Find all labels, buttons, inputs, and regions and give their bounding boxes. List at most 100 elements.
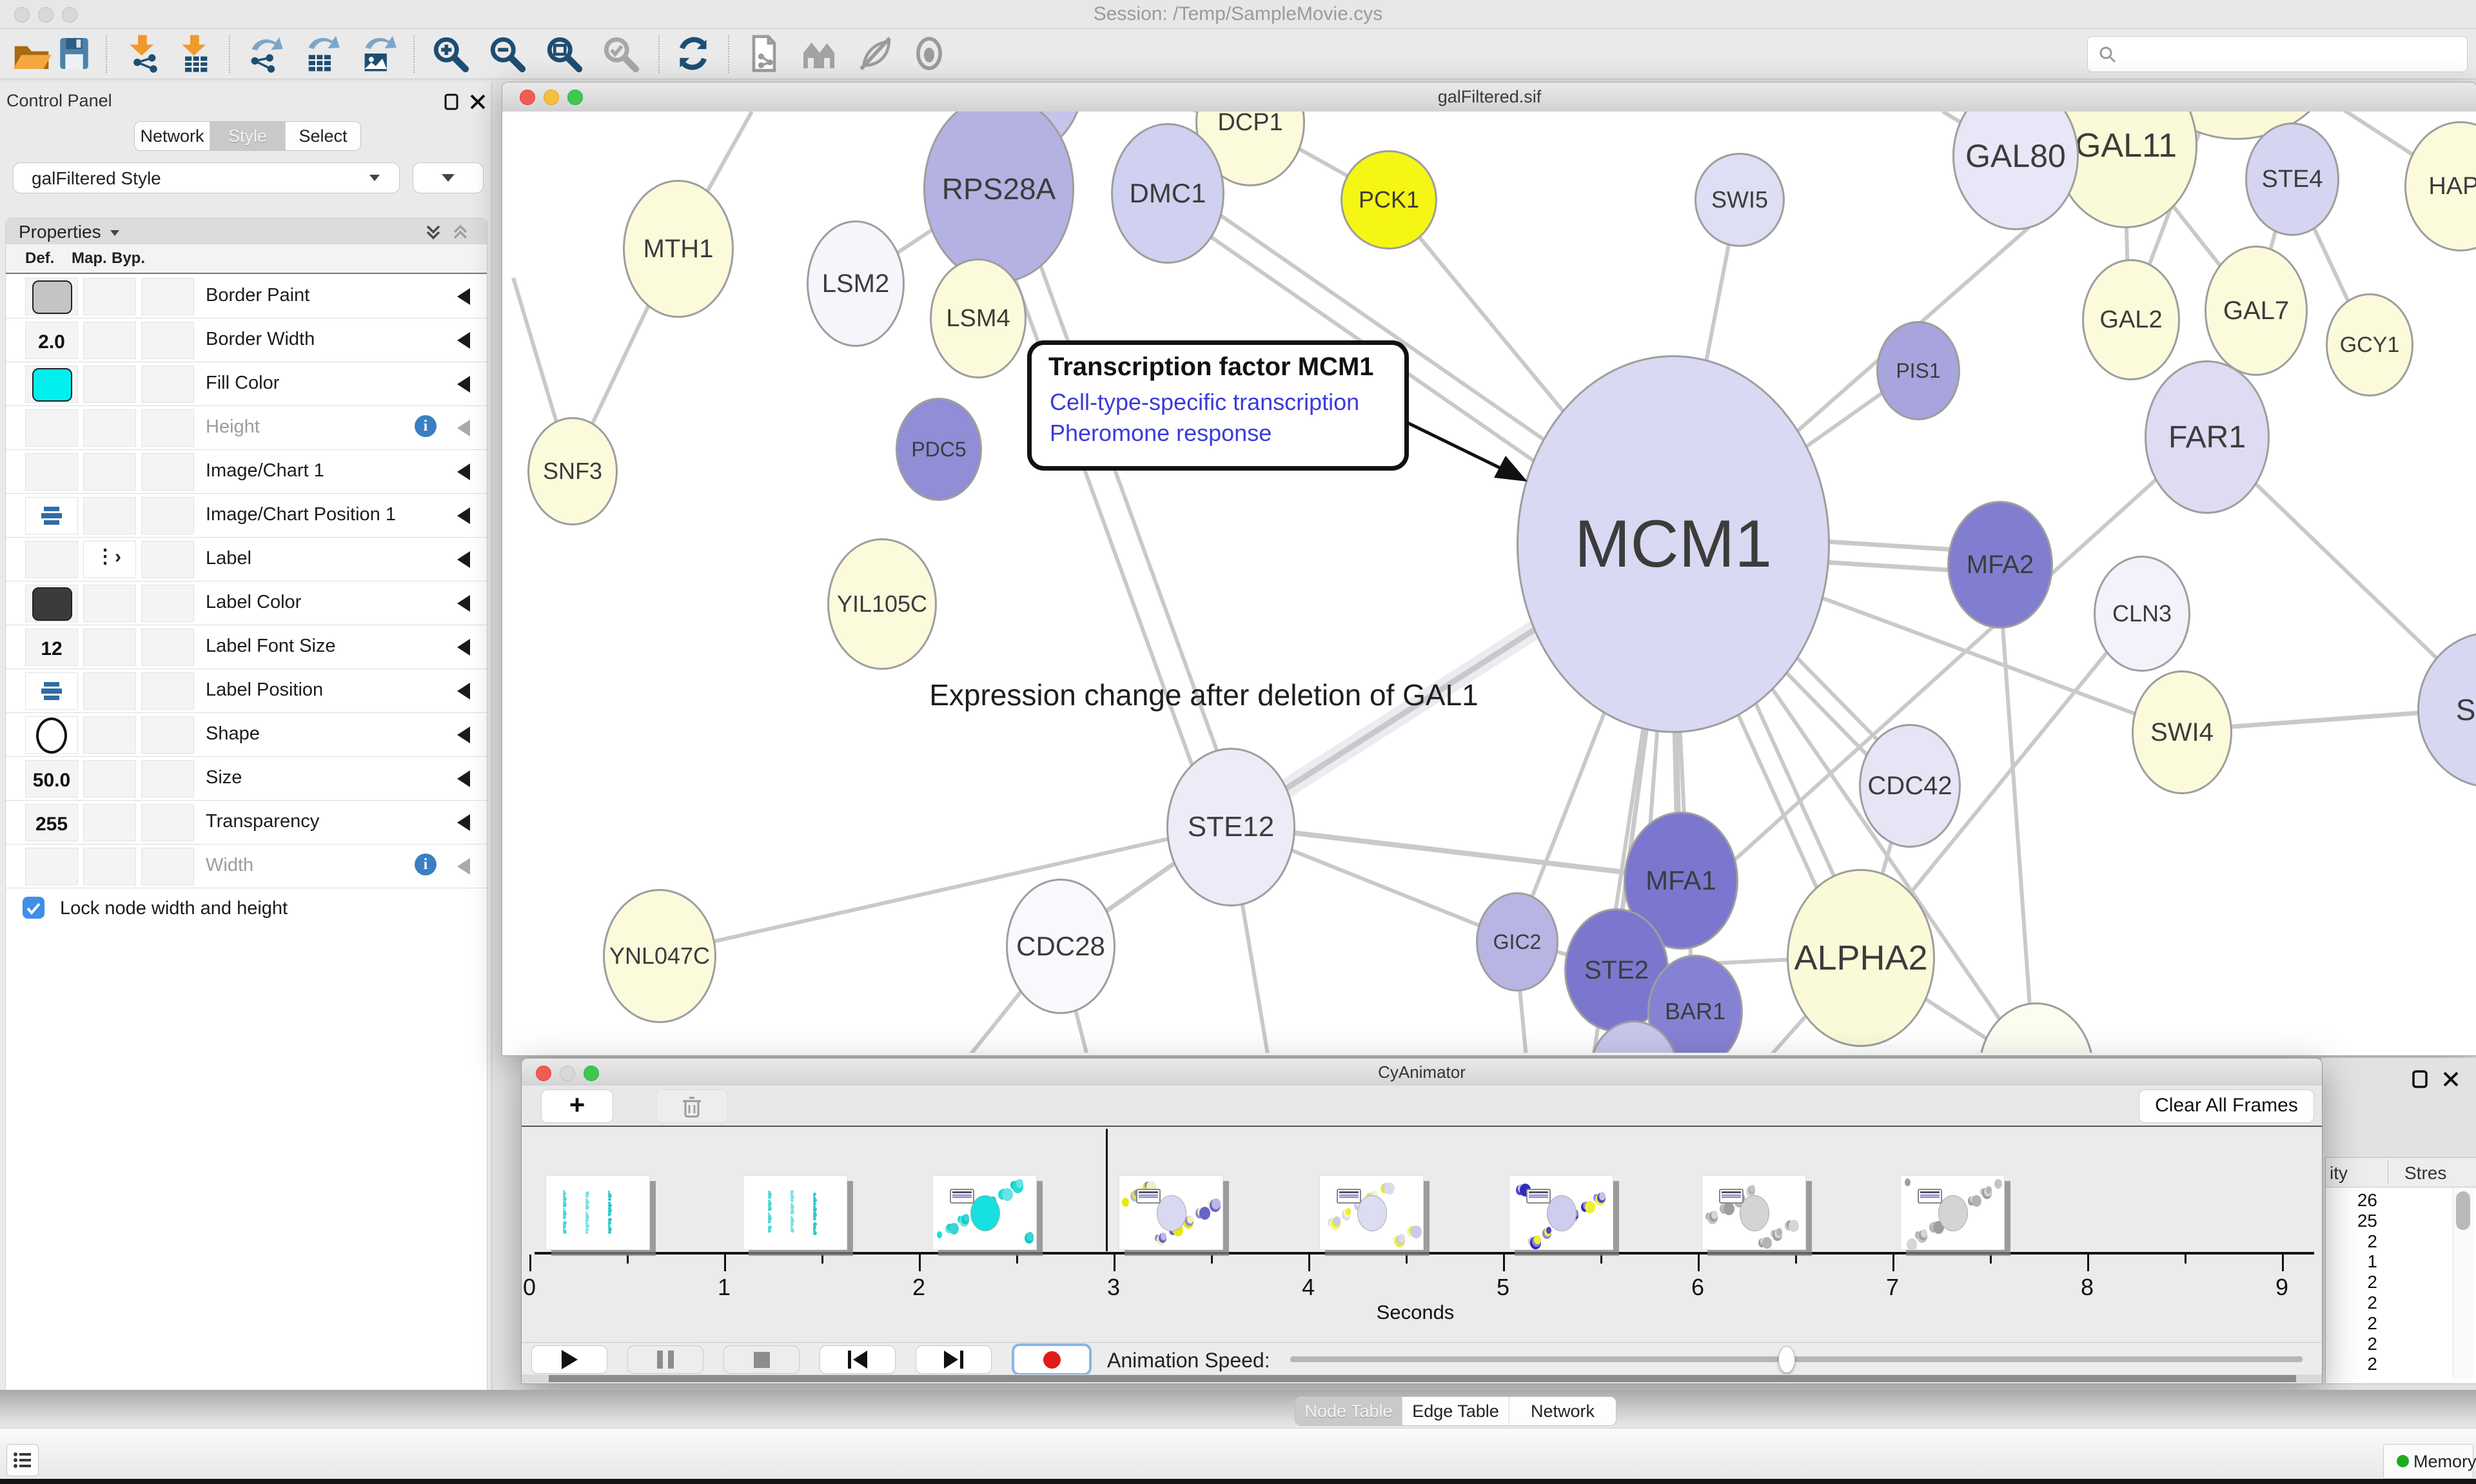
network-node-LSM4[interactable]: LSM4 (930, 259, 1027, 378)
memory-button[interactable]: Memory (2383, 1444, 2476, 1479)
expand-row-icon[interactable] (457, 376, 470, 393)
play-button[interactable] (531, 1345, 607, 1374)
zoom-window-button[interactable] (62, 7, 77, 23)
close-window-button[interactable] (536, 1066, 551, 1081)
timeline-frame[interactable] (1319, 1175, 1424, 1250)
tab-network-table[interactable]: Network Table (1509, 1397, 1616, 1425)
mapping-cell[interactable] (83, 585, 136, 622)
default-value-cell[interactable] (25, 672, 78, 710)
info-icon[interactable]: i (415, 415, 437, 437)
timeline-frame[interactable] (1900, 1175, 2005, 1250)
close-window-button[interactable] (520, 90, 535, 105)
annotation-link[interactable]: Pheromone response (1050, 420, 1272, 446)
network-node-MFA2[interactable]: MFA2 (1947, 501, 2053, 629)
close-panel-icon[interactable] (2442, 1071, 2459, 1088)
expand-row-icon[interactable] (457, 727, 470, 743)
network-node-GIC2[interactable]: GIC2 (1476, 892, 1558, 991)
refresh-icon[interactable] (673, 33, 714, 74)
mapping-cell[interactable] (83, 409, 136, 447)
tab-style[interactable]: Style (210, 122, 286, 150)
mapping-cell[interactable] (83, 278, 136, 315)
expand-row-icon[interactable] (457, 420, 470, 436)
network-node-PIS1[interactable]: PIS1 (1876, 321, 1960, 420)
expand-row-icon[interactable] (457, 858, 470, 875)
bypass-cell[interactable] (141, 629, 194, 666)
tab-edge-table[interactable]: Edge Table (1402, 1397, 1509, 1425)
last-frame-button[interactable] (916, 1345, 992, 1374)
bypass-cell[interactable] (141, 585, 194, 622)
default-value-cell[interactable] (25, 541, 78, 578)
default-value-cell[interactable] (25, 848, 78, 885)
expand-row-icon[interactable] (457, 683, 470, 699)
clone-view-icon[interactable] (743, 33, 785, 74)
timeline-frame[interactable] (743, 1175, 847, 1250)
network-node-PDC5[interactable]: PDC5 (896, 398, 982, 501)
stop-button[interactable] (723, 1345, 800, 1374)
search-input[interactable] (2087, 36, 2468, 72)
network-node-LSM2[interactable]: LSM2 (807, 220, 905, 347)
close-window-button[interactable] (14, 7, 30, 23)
scrollbar-handle[interactable] (549, 1375, 2296, 1382)
expand-row-icon[interactable] (457, 814, 470, 831)
mapping-cell[interactable] (83, 804, 136, 841)
network-node-YNL047C[interactable]: YNL047C (603, 889, 716, 1023)
network-node-CDC42[interactable]: CDC42 (1859, 724, 1961, 848)
expand-row-icon[interactable] (457, 507, 470, 524)
table-cell[interactable]: 2 (2367, 1354, 2377, 1374)
bypass-cell[interactable] (141, 848, 194, 885)
expand-row-icon[interactable] (457, 551, 470, 568)
open-session-icon[interactable] (11, 33, 52, 74)
bypass-cell[interactable] (141, 366, 194, 403)
expand-row-icon[interactable] (457, 332, 470, 349)
table-cell[interactable]: 1 (2367, 1251, 2377, 1271)
default-value-cell[interactable] (25, 716, 78, 754)
bypass-cell[interactable] (141, 322, 194, 359)
network-node-FAR1[interactable]: FAR1 (2145, 360, 2270, 514)
zoom-window-button[interactable] (584, 1066, 599, 1081)
delete-frame-button[interactable] (656, 1089, 728, 1123)
info-icon[interactable]: i (415, 854, 437, 875)
cyanimator-scrollbar[interactable] (522, 1374, 2322, 1383)
network-node-SWI5[interactable]: SWI5 (1695, 153, 1785, 247)
expand-all-icon[interactable] (424, 222, 443, 242)
expand-row-icon[interactable] (457, 639, 470, 656)
table-cell[interactable]: 2 (2367, 1334, 2377, 1354)
export-table-icon[interactable] (300, 33, 341, 74)
annotation-link[interactable]: Cell-type-specific transcription (1050, 389, 1360, 415)
expand-row-icon[interactable] (457, 288, 470, 305)
scrollbar-thumb[interactable] (2456, 1191, 2470, 1230)
bypass-cell[interactable] (141, 409, 194, 447)
network-node-CDC28[interactable]: CDC28 (1006, 879, 1115, 1014)
add-frame-button[interactable]: + (541, 1089, 613, 1123)
zoom-fit-icon[interactable] (543, 33, 584, 74)
network-node-STE12[interactable]: STE12 (1166, 748, 1295, 906)
import-table-icon[interactable] (175, 33, 216, 74)
network-node-MCM1[interactable]: MCM1 (1517, 355, 1830, 733)
network-node-YIL105C[interactable]: YIL105C (827, 538, 937, 670)
timeline-frame[interactable] (1119, 1175, 1223, 1250)
network-node-ALPHA2[interactable]: ALPHA2 (1787, 869, 1935, 1047)
default-value-cell[interactable] (25, 585, 78, 622)
timeline-playhead[interactable] (1105, 1129, 1108, 1251)
zoom-selected-icon[interactable] (600, 33, 641, 74)
network-node-MTH1[interactable]: MTH1 (623, 180, 734, 318)
timeline-frame[interactable] (932, 1175, 1037, 1250)
slider-thumb[interactable] (1778, 1346, 1795, 1373)
expand-row-icon[interactable] (457, 464, 470, 480)
float-panel-icon[interactable] (444, 93, 460, 110)
tab-network[interactable]: Network (135, 122, 210, 150)
show-graphics-details-icon[interactable] (909, 33, 950, 74)
column-header[interactable]: Stres (2404, 1163, 2447, 1183)
bypass-cell[interactable] (141, 760, 194, 797)
default-value-cell[interactable] (25, 409, 78, 447)
cyanimator-timeline[interactable]: 0 1 2 3 4 5 6 7 8 9 Seconds (522, 1127, 2322, 1342)
tab-node-table[interactable]: Node Table (1295, 1397, 1402, 1425)
bypass-cell[interactable] (141, 804, 194, 841)
pause-button[interactable] (627, 1345, 703, 1374)
mapping-cell[interactable] (83, 366, 136, 403)
bypass-cell[interactable] (141, 672, 194, 710)
lock-size-checkbox[interactable] (23, 897, 44, 919)
table-cell[interactable]: 25 (2357, 1211, 2377, 1231)
column-header[interactable]: ity (2330, 1163, 2348, 1183)
close-panel-icon[interactable] (469, 93, 486, 110)
